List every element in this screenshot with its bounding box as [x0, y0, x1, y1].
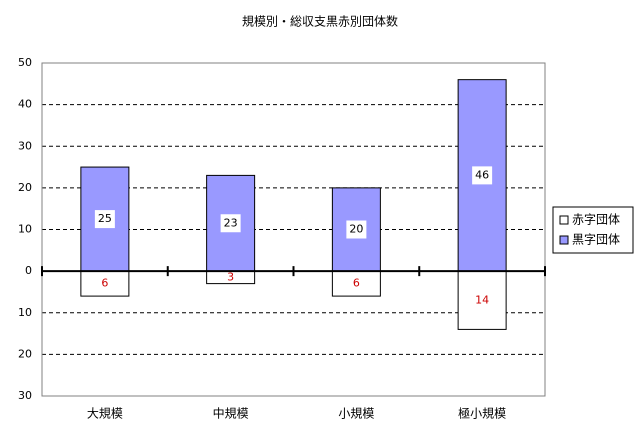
- legend-label: 赤字団体: [572, 212, 620, 227]
- y-tick-label: 10: [18, 306, 32, 319]
- data-label: 3: [227, 270, 234, 283]
- y-tick-label: 20: [18, 181, 32, 194]
- bar: [331, 270, 381, 297]
- y-tick-label: 50: [18, 56, 32, 69]
- y-tick-label: 10: [18, 223, 32, 236]
- x-tick-label: 大規模: [87, 406, 123, 421]
- y-tick-label: 40: [18, 98, 32, 111]
- x-tick-label: 小規模: [338, 406, 374, 421]
- data-label: 14: [475, 293, 489, 306]
- label-box: [94, 210, 115, 229]
- label-box: [472, 166, 493, 185]
- legend-swatch: [559, 215, 569, 225]
- data-label: 6: [101, 277, 108, 290]
- data-label: 23: [224, 216, 238, 229]
- plot-border: [41, 62, 546, 397]
- x-tick-label: 極小規模: [458, 406, 506, 421]
- legend-swatch: [559, 235, 569, 245]
- data-label: 20: [349, 223, 363, 236]
- y-tick-label: 20: [18, 347, 32, 360]
- label-box: [346, 220, 367, 239]
- x-tick-label: 中規模: [213, 406, 249, 421]
- y-tick-label: 30: [18, 139, 32, 152]
- data-label: 6: [353, 277, 360, 290]
- y-tick-label: 30: [18, 389, 32, 402]
- y-tick-label: 0: [25, 264, 32, 277]
- label-box: [220, 214, 241, 233]
- bar: [80, 270, 130, 297]
- chart-title: 規模別・総収支黒赤別団体数: [242, 14, 398, 29]
- legend-label: 黒字団体: [572, 232, 620, 247]
- data-label: 46: [475, 168, 489, 181]
- legend-box: [552, 206, 634, 254]
- data-label: 25: [98, 212, 112, 225]
